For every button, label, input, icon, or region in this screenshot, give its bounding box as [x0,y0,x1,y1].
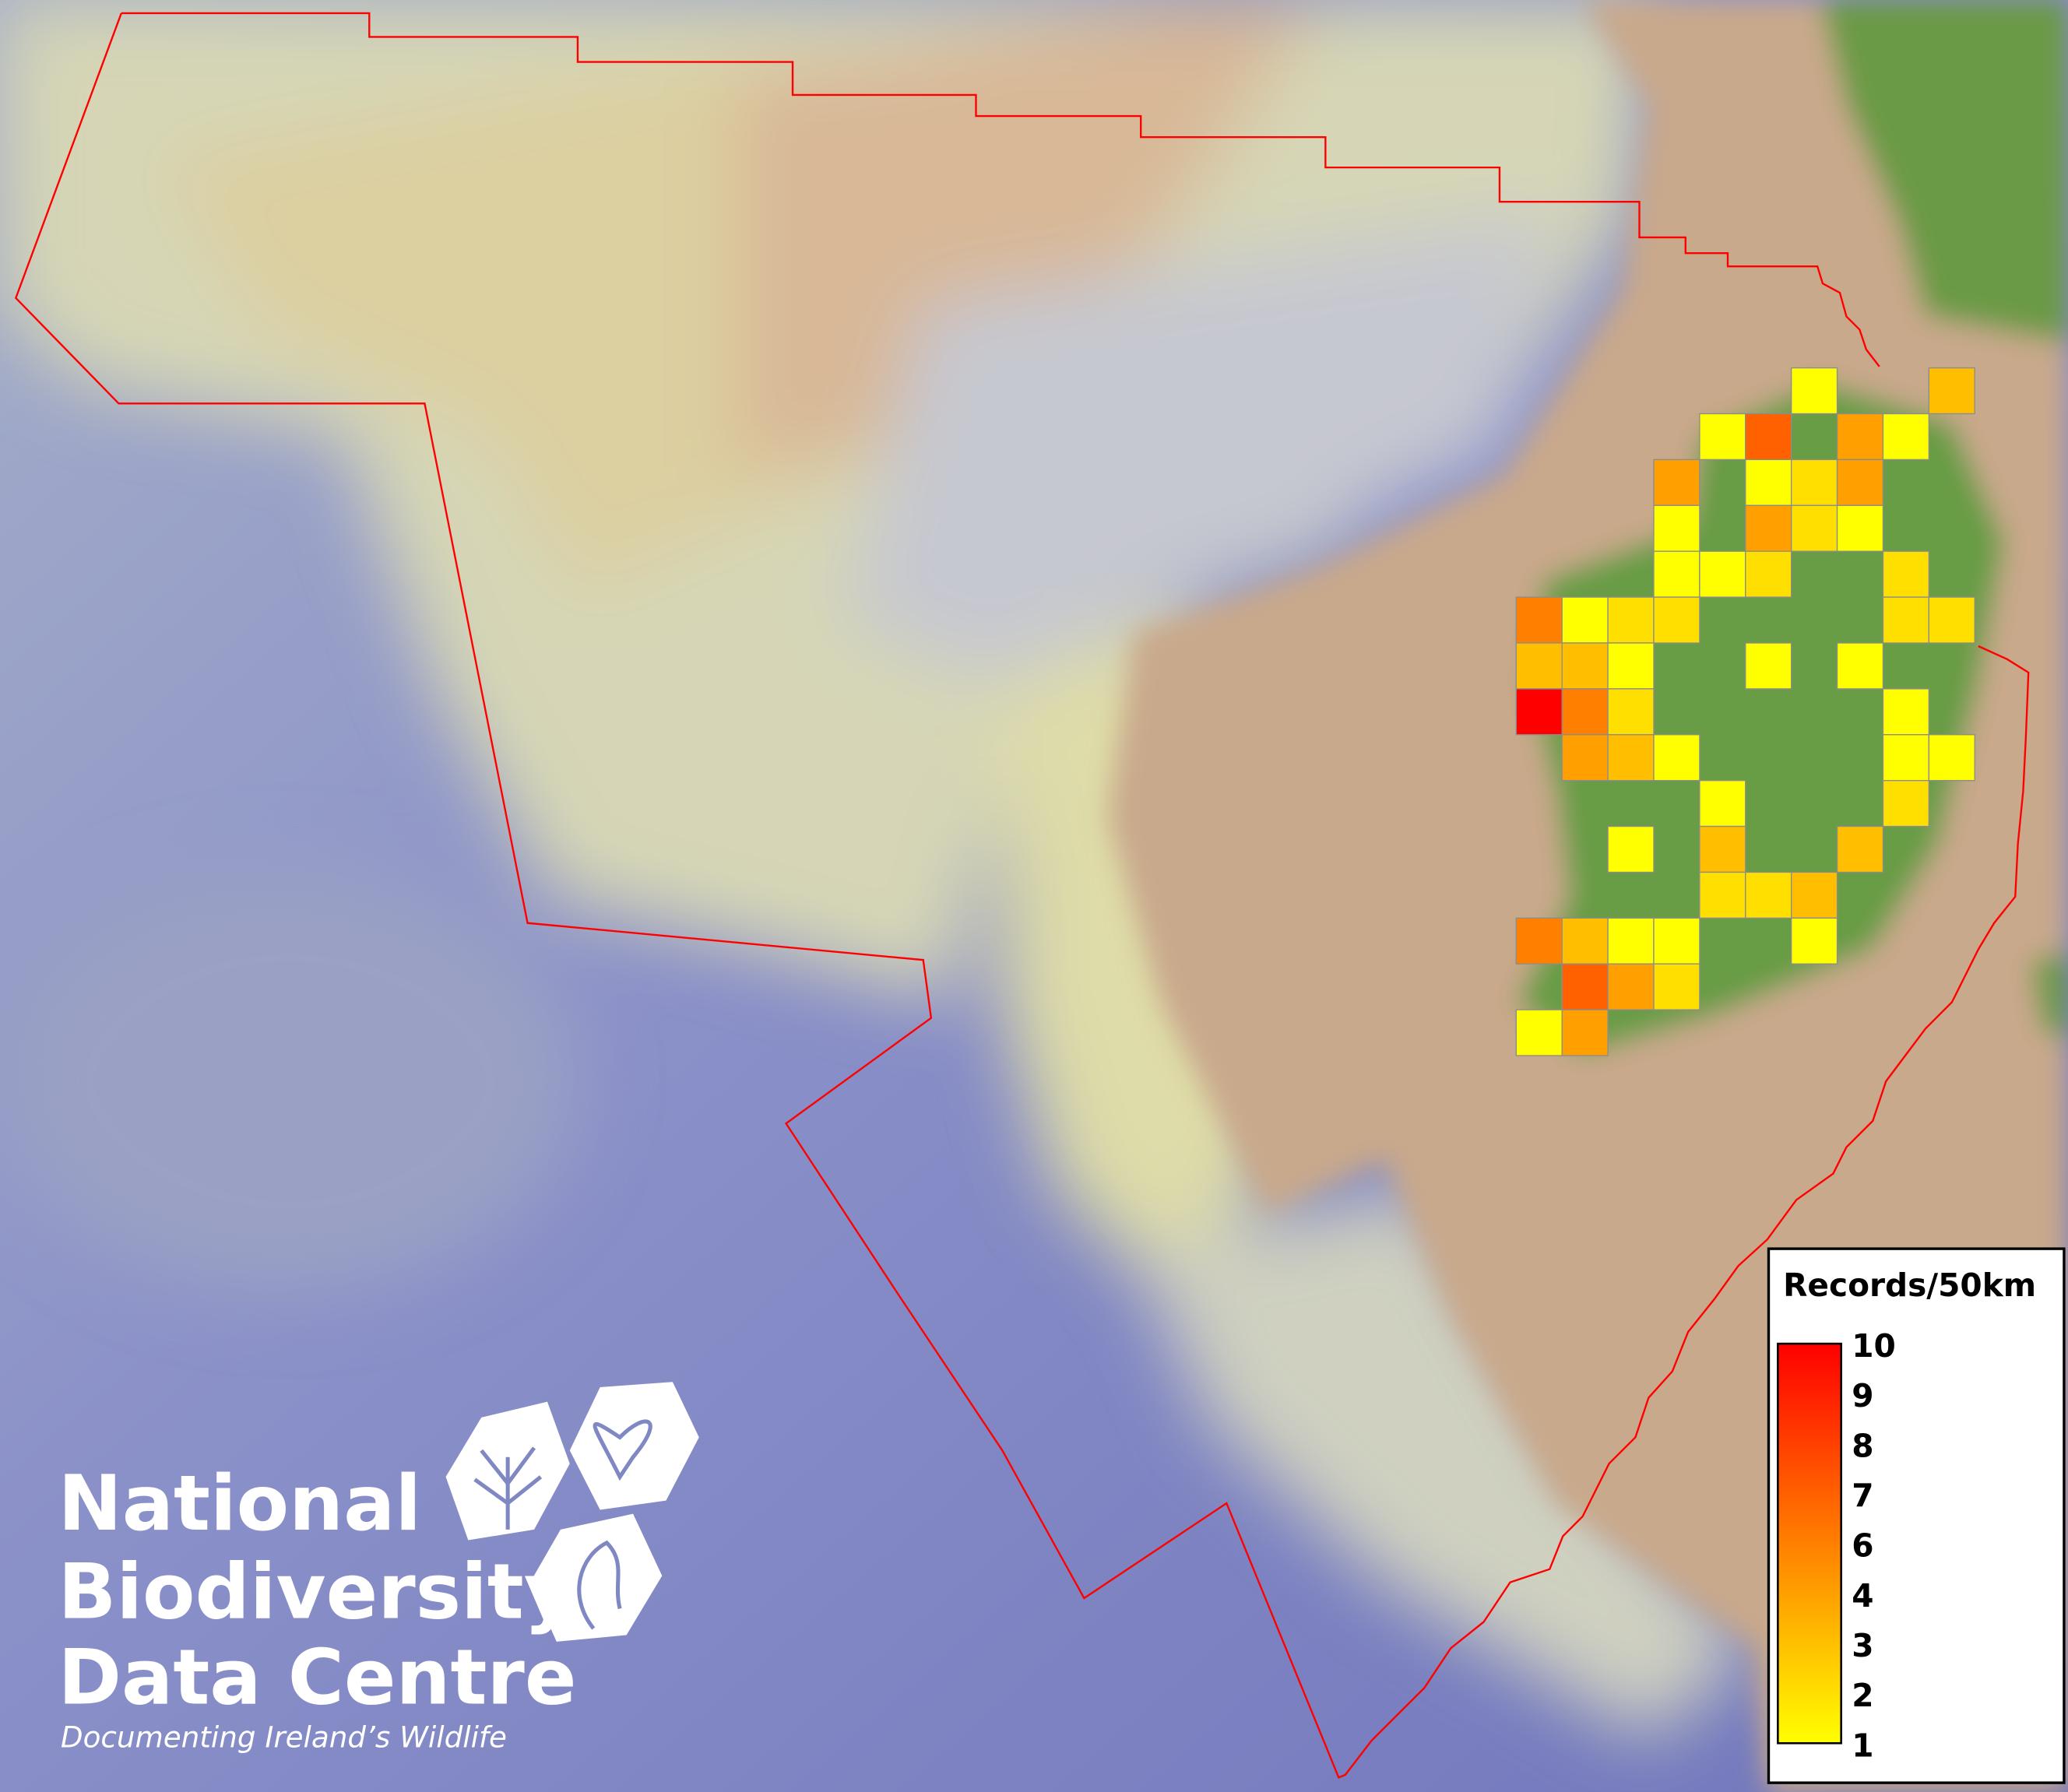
grid-cell [1515,688,1563,736]
grid-cell [1745,504,1792,552]
grid-cell [1515,1009,1563,1056]
grid-cell [1882,779,1930,827]
legend-colorbar [1777,1342,1842,1745]
grid-cell [1836,642,1884,690]
records-grid [1515,367,1975,1056]
grid-cell [1607,688,1655,736]
grid-cell [1699,871,1746,919]
nbdc-logo: National Biodiversity Data Centre Docume… [58,1382,699,1754]
grid-cell [1699,779,1746,827]
grid-cell [1561,963,1609,1010]
eez-boundary-line [14,12,2030,1779]
eez-boundary-line [121,12,1880,367]
grid-cell [1790,367,1838,415]
grid-cell [1699,825,1746,873]
legend-label: 1 [1852,1727,1873,1764]
grid-cell [1745,459,1792,506]
legend-label: 8 [1852,1427,1873,1464]
grid-cell [1561,1009,1609,1056]
legend-title: Records/50km [1783,1267,2036,1304]
grid-cell [1561,642,1609,690]
grid-cell [1561,688,1609,736]
legend-label: 2 [1852,1677,1873,1714]
grid-cell [1882,688,1930,736]
grid-cell [1882,550,1930,598]
legend-label: 9 [1852,1377,1873,1414]
grid-cell [1607,825,1655,873]
butterfly-hexagon-icon [569,1382,699,1510]
grid-cell [1790,504,1838,552]
grid-cell [1653,963,1700,1010]
grid-cell [1607,734,1655,782]
grid-cell [1515,642,1563,690]
grid-cell [1653,550,1700,598]
grid-cell [1699,413,1746,461]
grid-cell [1882,734,1930,782]
grid-cell [1699,550,1746,598]
grid-cell [1790,917,1838,965]
grid-cell [1882,413,1930,461]
grid-cell [1928,596,1975,644]
grid-cell [1745,642,1792,690]
grid-cell [1561,734,1609,782]
grid-cell [1836,459,1884,506]
grid-cell [1515,917,1563,965]
grid-cell [1515,596,1563,644]
grid-cell [1928,367,1975,415]
grid-cell [1653,734,1700,782]
grid-cell [1607,917,1655,965]
legend-label: 4 [1852,1577,1873,1615]
grid-cell [1561,596,1609,644]
grid-cell [1928,734,1975,782]
grid-cell [1790,871,1838,919]
grid-cell [1653,596,1700,644]
legend: Records/50km 10 9 8 7 6 4 3 2 1 [1767,1247,2066,1784]
grid-cell [1745,871,1792,919]
legend-label: 10 [1852,1327,1896,1365]
logo-line-national: National [58,1460,422,1548]
legend-label: 7 [1852,1477,1873,1514]
grid-cell [1836,413,1884,461]
grid-cell [1882,596,1930,644]
grid-cell [1790,459,1838,506]
grid-cell [1836,825,1884,873]
seahorse-hexagon-icon [529,1513,663,1642]
grid-cell [1745,550,1792,598]
logo-line-data-centre: Data Centre [58,1634,577,1723]
grid-cell [1561,917,1609,965]
logo-line-biodiversity: Biodiversity [58,1548,574,1636]
grid-cell [1653,459,1700,506]
grid-cell [1836,504,1884,552]
legend-label: 6 [1852,1527,1873,1565]
grid-cell [1607,596,1655,644]
logo-tagline: Documenting Ireland’s Wildlife [61,1720,507,1754]
grid-cell [1607,963,1655,1010]
grid-cell [1745,413,1792,461]
grid-cell [1653,917,1700,965]
grid-cell [1607,642,1655,690]
legend-label: 3 [1852,1627,1873,1664]
grid-cell [1653,504,1700,552]
